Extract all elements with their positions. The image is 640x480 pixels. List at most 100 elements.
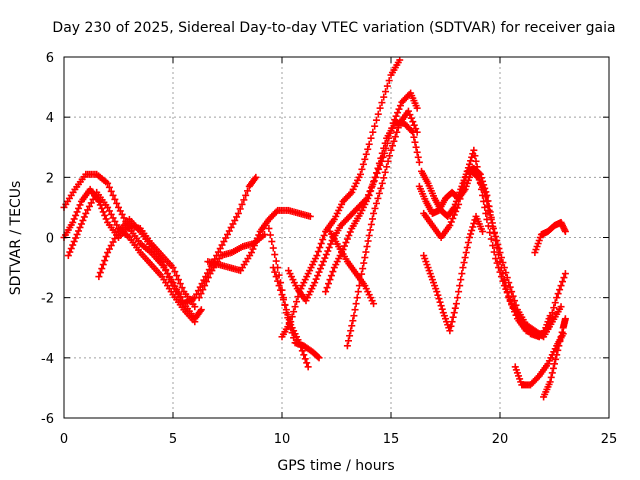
data-point: [493, 259, 501, 267]
data-point: [438, 305, 446, 313]
data-point: [220, 238, 228, 246]
data-point: [355, 282, 363, 290]
data-point: [358, 165, 366, 173]
data-point: [70, 215, 78, 223]
x-tick-label: 10: [274, 432, 291, 447]
data-point: [468, 153, 476, 161]
data-point: [489, 224, 497, 232]
data-point: [366, 226, 374, 234]
data-point: [359, 160, 367, 168]
data-point: [560, 274, 568, 282]
data-point: [410, 133, 418, 141]
data-point: [370, 178, 378, 186]
data-point: [508, 288, 516, 296]
data-point: [503, 289, 511, 297]
data-point: [534, 373, 542, 381]
data-point: [314, 248, 322, 256]
data-point: [350, 312, 358, 320]
data-point: [169, 264, 177, 272]
data-point: [485, 202, 493, 210]
data-point: [84, 206, 92, 214]
data-point: [314, 353, 322, 361]
data-point: [242, 191, 250, 199]
data-point: [252, 173, 260, 181]
y-tick-label: 0: [46, 232, 54, 247]
data-point: [499, 277, 507, 285]
data-point: [255, 231, 263, 239]
data-point: [107, 210, 115, 218]
data-point: [107, 242, 115, 250]
data-point: [113, 199, 121, 207]
data-point: [380, 174, 388, 182]
y-axis-label: SDTVAR / TECUs: [8, 181, 24, 296]
data-point: [446, 327, 454, 335]
data-point: [70, 238, 78, 246]
data-point: [543, 325, 551, 333]
data-point: [558, 328, 566, 336]
data-point: [120, 214, 128, 222]
data-point: [265, 224, 273, 232]
data-point: [505, 279, 513, 287]
data-point: [508, 299, 516, 307]
data-point: [347, 327, 355, 335]
data-point: [367, 187, 375, 195]
series-track-19: [540, 315, 569, 401]
data-point: [316, 244, 324, 252]
data-point: [317, 265, 325, 273]
data-point: [69, 241, 77, 249]
data-point: [269, 244, 277, 252]
data-point: [395, 105, 403, 113]
data-point: [353, 294, 361, 302]
data-point: [365, 231, 373, 239]
data-point: [356, 170, 364, 178]
data-point: [105, 183, 113, 191]
data-point: [378, 149, 386, 157]
data-point: [393, 128, 401, 136]
data-point: [234, 209, 242, 217]
data-point: [233, 213, 241, 221]
data-point: [450, 211, 458, 219]
data-point: [173, 272, 181, 280]
data-point: [216, 245, 224, 253]
series-track-7: [265, 224, 323, 362]
data-point: [381, 168, 389, 176]
data-point: [456, 195, 464, 203]
data-point: [451, 304, 459, 312]
data-point: [111, 217, 119, 225]
data-point: [361, 254, 369, 262]
data-point: [486, 228, 494, 236]
data-point: [225, 227, 233, 235]
data-point: [386, 152, 394, 160]
data-point: [449, 214, 457, 222]
data-point: [349, 317, 357, 325]
data-point: [362, 248, 370, 256]
data-point: [362, 150, 370, 158]
data-point: [99, 261, 107, 269]
data-point: [202, 278, 210, 286]
series-track-1: [60, 170, 205, 323]
data-point: [453, 204, 461, 212]
data-point: [222, 234, 230, 242]
data-point: [369, 128, 377, 136]
data-point: [449, 313, 457, 321]
data-point: [297, 343, 305, 351]
data-point: [469, 223, 477, 231]
data-point: [371, 173, 379, 181]
x-tick-label: 20: [492, 432, 509, 447]
data-point: [104, 179, 112, 187]
data-point: [381, 139, 389, 147]
data-point: [282, 306, 290, 314]
data-point: [557, 282, 565, 290]
y-tick-label: 4: [46, 111, 54, 126]
data-point: [329, 268, 337, 276]
data-point: [550, 304, 558, 312]
data-point: [277, 286, 285, 294]
data-point: [551, 360, 558, 368]
series-track-20: [531, 218, 569, 257]
data-point: [482, 188, 490, 196]
series-track-8: [269, 264, 312, 371]
data-point: [236, 205, 244, 213]
data-point: [327, 240, 335, 248]
data-point: [325, 244, 333, 252]
